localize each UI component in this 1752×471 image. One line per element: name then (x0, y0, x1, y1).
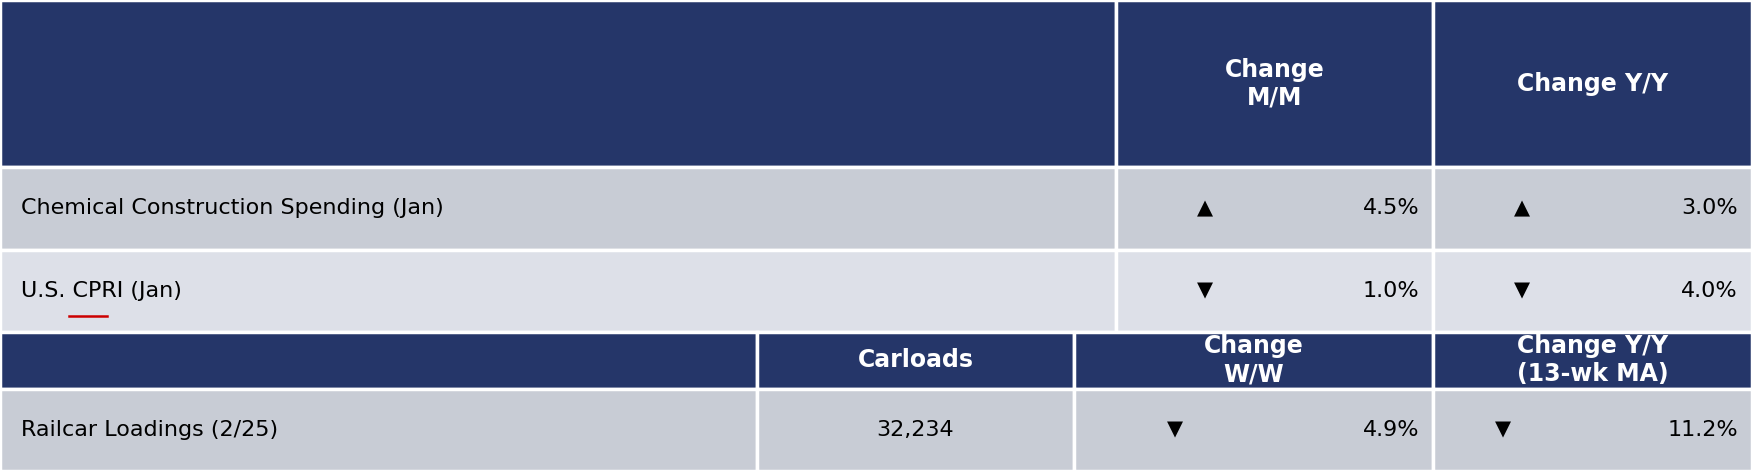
Text: Change Y/Y
(13-wk MA): Change Y/Y (13-wk MA) (1517, 334, 1668, 386)
Text: ▼: ▼ (1514, 281, 1531, 301)
Bar (1116, 250, 1433, 332)
Bar (1433, 389, 1752, 471)
Text: Change
W/W: Change W/W (1204, 334, 1303, 386)
Text: 4.5%: 4.5% (1363, 198, 1419, 219)
Text: ▼: ▼ (1197, 281, 1212, 301)
Text: ▲: ▲ (1514, 198, 1531, 219)
Text: 4.0%: 4.0% (1682, 281, 1738, 301)
Bar (1074, 332, 1433, 389)
Text: 4.9%: 4.9% (1363, 420, 1419, 440)
Text: 1.0%: 1.0% (1363, 281, 1419, 301)
Text: 32,234: 32,234 (876, 420, 955, 440)
Bar (0, 0, 1116, 167)
Bar (0, 389, 757, 471)
Bar (0, 167, 1116, 250)
Bar (0, 250, 1116, 332)
Bar (757, 332, 1074, 389)
Bar (1433, 250, 1752, 332)
Bar (1433, 332, 1752, 389)
Text: Chemical Construction Spending (Jan): Chemical Construction Spending (Jan) (21, 198, 443, 219)
Text: 11.2%: 11.2% (1668, 420, 1738, 440)
Text: ▲: ▲ (1197, 198, 1212, 219)
Bar (757, 389, 1074, 471)
Text: U.S. CPRI (Jan): U.S. CPRI (Jan) (21, 281, 182, 301)
Bar (1074, 389, 1433, 471)
Bar (1433, 0, 1752, 167)
Bar (1116, 167, 1433, 250)
Bar (0, 332, 757, 389)
Text: ▼: ▼ (1167, 420, 1183, 440)
Bar (1116, 0, 1433, 167)
Bar (1433, 167, 1752, 250)
Text: 3.0%: 3.0% (1682, 198, 1738, 219)
Text: Railcar Loadings (2/25): Railcar Loadings (2/25) (21, 420, 279, 440)
Text: Carloads: Carloads (857, 349, 974, 372)
Text: ▼: ▼ (1494, 420, 1512, 440)
Text: Change Y/Y: Change Y/Y (1517, 72, 1668, 96)
Text: Change
M/M: Change M/M (1225, 58, 1325, 109)
